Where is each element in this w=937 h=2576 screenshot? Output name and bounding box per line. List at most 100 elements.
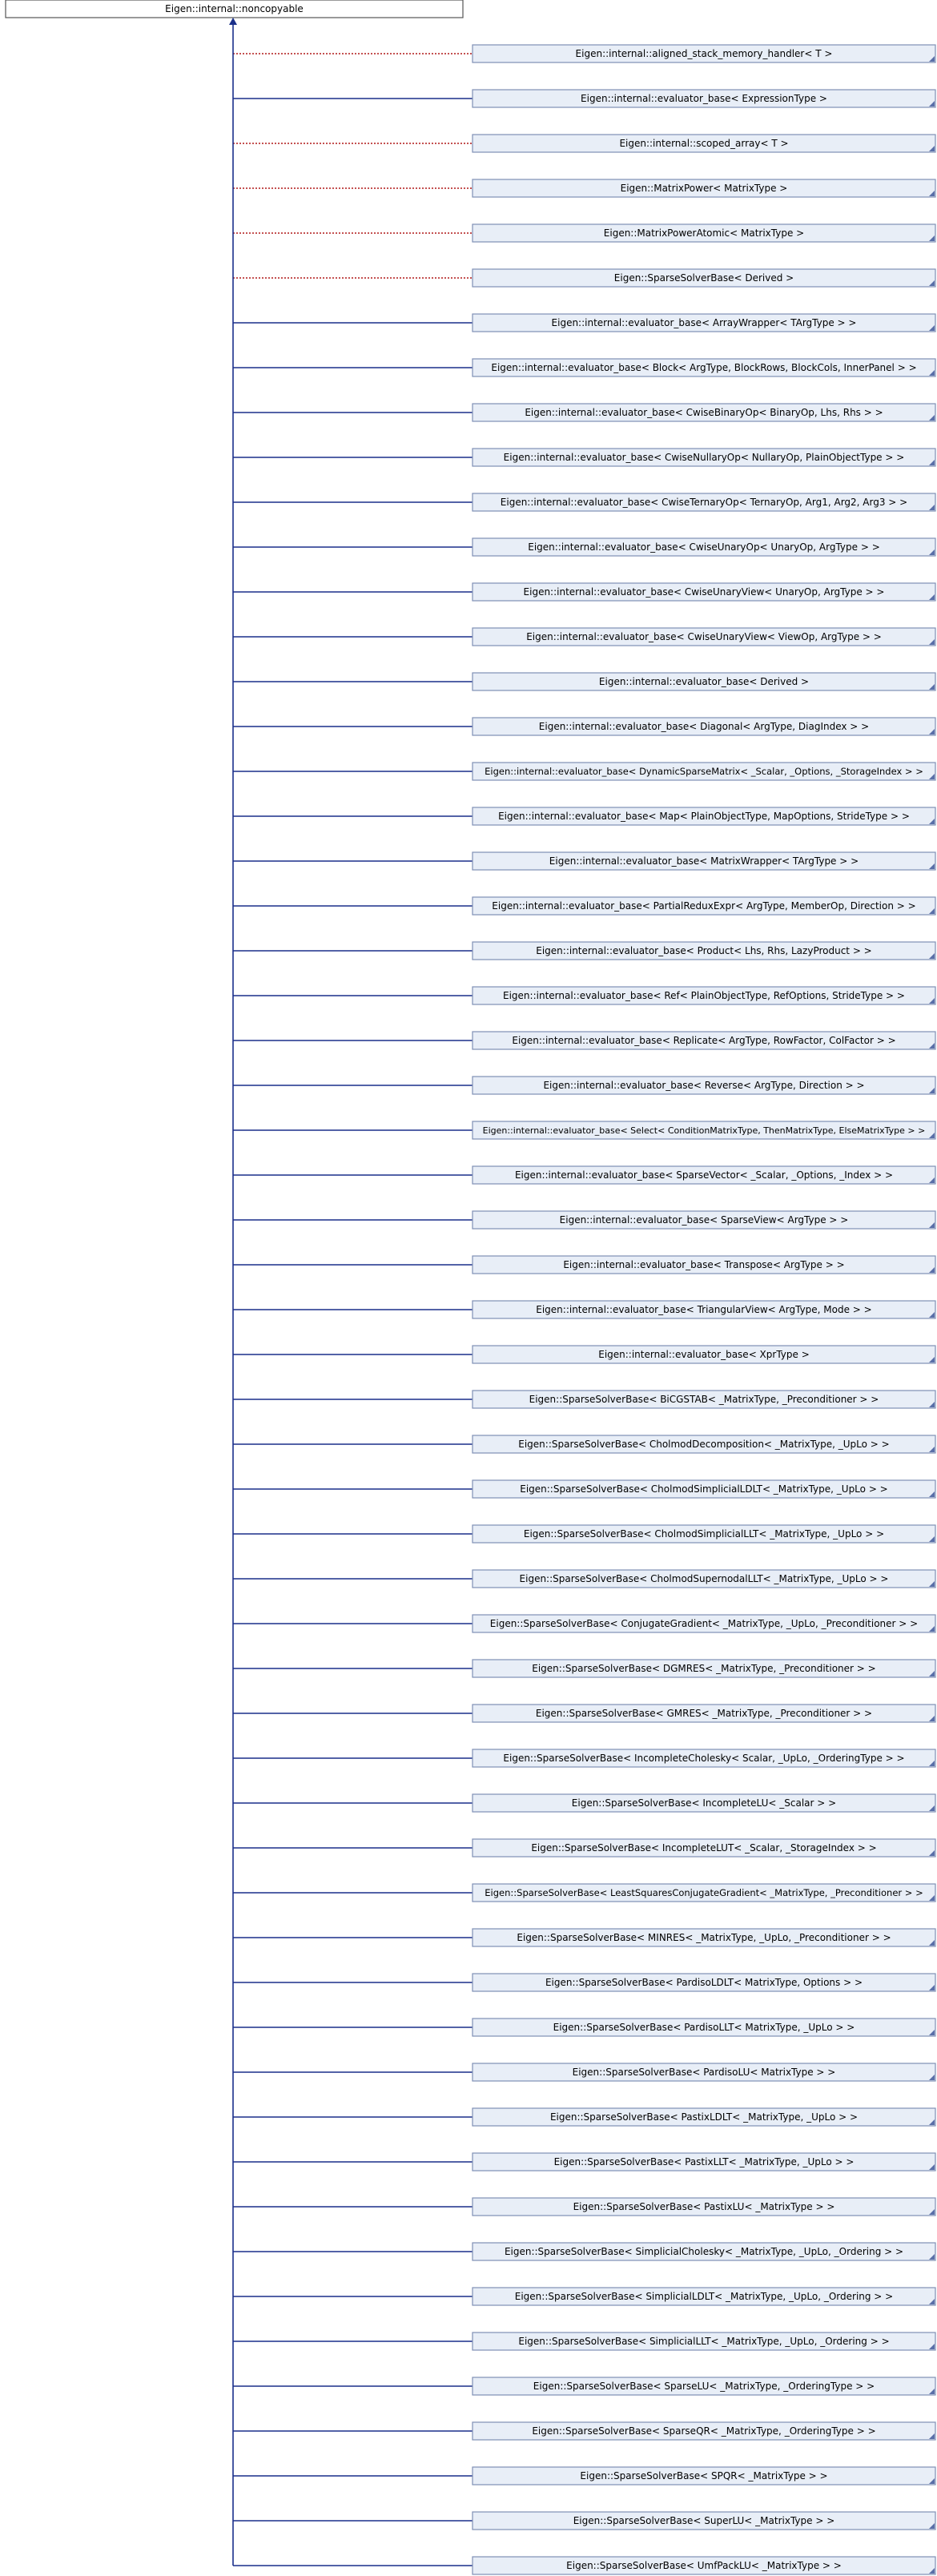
class-node-label: Eigen::internal::evaluator_base< Block< … [491, 362, 916, 373]
class-node[interactable]: Eigen::internal::evaluator_base< Replica… [472, 1031, 936, 1050]
class-node[interactable]: Eigen::internal::evaluator_base< Dynamic… [472, 762, 936, 781]
class-node-box [472, 672, 936, 691]
class-node[interactable]: Eigen::internal::evaluator_base< CwiseUn… [472, 537, 936, 557]
class-node[interactable]: Eigen::internal::evaluator_base< Ref< Pl… [472, 986, 936, 1005]
folded-corner-icon [929, 146, 935, 151]
class-node[interactable]: Eigen::internal::evaluator_base< CwiseUn… [472, 582, 936, 602]
class-node[interactable]: Eigen::SparseSolverBase< PardisoLLT< Mat… [472, 2018, 936, 2037]
class-node[interactable]: Eigen::SparseSolverBase< GMRES< _MatrixT… [472, 1704, 936, 1723]
class-node[interactable]: Eigen::internal::evaluator_base< CwiseUn… [472, 627, 936, 646]
class-node[interactable]: Eigen::SparseSolverBase< DGMRES< _Matrix… [472, 1659, 936, 1678]
class-node[interactable]: Eigen::SparseSolverBase< IncompleteLUT< … [472, 1838, 936, 1858]
class-node[interactable]: Eigen::internal::evaluator_base< Select<… [472, 1121, 936, 1140]
class-node[interactable]: Eigen::internal::evaluator_base< Product… [472, 941, 936, 960]
class-node[interactable]: Eigen::MatrixPower< MatrixType > [472, 179, 936, 198]
class-node[interactable]: Eigen::internal::evaluator_base< Diagona… [472, 717, 936, 736]
class-node[interactable]: Eigen::internal::evaluator_base< Partial… [472, 896, 936, 916]
class-node-label: Eigen::SparseSolverBase< PardisoLDLT< Ma… [545, 1977, 863, 1988]
class-node[interactable]: Eigen::internal::evaluator_base< XprType… [472, 1345, 936, 1364]
class-node[interactable]: Eigen::internal::scoped_array< T > [472, 134, 936, 153]
folded-corner-icon [929, 1895, 935, 1901]
class-node[interactable]: Eigen::SparseSolverBase< MINRES< _Matrix… [472, 1928, 936, 1947]
class-node[interactable]: Eigen::SparseSolverBase< SimplicialChole… [472, 2242, 936, 2261]
folded-corner-icon [929, 415, 935, 421]
class-node-label: Eigen::SparseSolverBase< CholmodDecompos… [518, 1439, 889, 1450]
class-node[interactable]: Eigen::internal::evaluator_base< Reverse… [472, 1076, 936, 1095]
class-node[interactable]: Eigen::SparseSolverBase< BiCGSTAB< _Matr… [472, 1390, 936, 1409]
class-node[interactable]: Eigen::SparseSolverBase< Derived > [472, 268, 936, 288]
class-node[interactable]: Eigen::internal::evaluator_base< Triangu… [472, 1300, 936, 1319]
class-node[interactable]: Eigen::SparseSolverBase< CholmodSupernod… [472, 1569, 936, 1588]
folded-corner-icon [929, 1177, 935, 1183]
class-node-box [472, 2287, 936, 2306]
folded-corner-icon [929, 1850, 935, 1856]
class-node[interactable]: Eigen::SparseSolverBase< PastixLU< _Matr… [472, 2197, 936, 2216]
class-node-box [472, 941, 936, 960]
root-node[interactable]: Eigen::internal::noncopyable [5, 0, 464, 18]
class-node-box [472, 851, 936, 871]
class-node[interactable]: Eigen::SparseSolverBase< PastixLDLT< _Ma… [472, 2107, 936, 2127]
class-node[interactable]: Eigen::internal::evaluator_base< SparseV… [472, 1165, 936, 1185]
class-node[interactable]: Eigen::internal::evaluator_base< Express… [472, 89, 936, 108]
class-node[interactable]: Eigen::SparseSolverBase< ConjugateGradie… [472, 1614, 936, 1633]
class-node-label: Eigen::internal::evaluator_base< Replica… [512, 1035, 895, 1046]
folded-corner-icon [929, 998, 935, 1004]
class-node[interactable]: Eigen::SparseSolverBase< PastixLLT< _Mat… [472, 2152, 936, 2171]
folded-corner-icon [929, 325, 935, 331]
class-node-label: Eigen::SparseSolverBase< GMRES< _MatrixT… [536, 1708, 872, 1719]
class-node[interactable]: Eigen::internal::evaluator_base< SparseV… [472, 1210, 936, 1230]
class-node[interactable]: Eigen::SparseSolverBase< IncompleteChole… [472, 1749, 936, 1768]
class-node[interactable]: Eigen::SparseSolverBase< PardisoLDLT< Ma… [472, 1973, 936, 1992]
class-node[interactable]: Eigen::SparseSolverBase< CholmodDecompos… [472, 1435, 936, 1454]
class-node-label: Eigen::internal::evaluator_base< Triangu… [536, 1304, 871, 1315]
class-node[interactable]: Eigen::SparseSolverBase< CholmodSimplici… [472, 1524, 936, 1544]
class-node[interactable]: Eigen::SparseSolverBase< SPQR< _MatrixTy… [472, 2466, 936, 2485]
folded-corner-icon [929, 460, 935, 465]
class-node-box [472, 2511, 936, 2530]
folded-corner-icon [929, 549, 935, 555]
class-node[interactable]: Eigen::internal::evaluator_base< ArrayWr… [472, 313, 936, 332]
class-node[interactable]: Eigen::SparseSolverBase< SuperLU< _Matri… [472, 2511, 936, 2530]
class-node-box [472, 1479, 936, 1499]
class-node-label: Eigen::internal::evaluator_base< XprType… [598, 1349, 810, 1360]
class-node[interactable]: Eigen::SparseSolverBase< SparseQR< _Matr… [472, 2421, 936, 2441]
folded-corner-icon [929, 1133, 935, 1138]
class-node[interactable]: Eigen::SparseSolverBase< IncompleteLU< _… [472, 1793, 936, 1813]
class-node-box [472, 448, 936, 467]
class-node-box [472, 2242, 936, 2261]
class-node-box [472, 1300, 936, 1319]
class-node-box [472, 2018, 936, 2037]
class-node-box [472, 807, 936, 826]
class-node[interactable]: Eigen::SparseSolverBase< PardisoLU< Matr… [472, 2063, 936, 2082]
arrow-head-icon [229, 18, 237, 25]
folded-corner-icon [929, 2568, 935, 2574]
class-node[interactable]: Eigen::SparseSolverBase< UmfPackLU< _Mat… [472, 2556, 936, 2575]
class-node-label: Eigen::internal::evaluator_base< Ref< Pl… [503, 990, 905, 1001]
nodes-layer: Eigen::internal::aligned_stack_memory_ha… [472, 44, 936, 2575]
class-node-label: Eigen::SparseSolverBase< MINRES< _Matrix… [517, 1932, 891, 1943]
class-node[interactable]: Eigen::internal::evaluator_base< Map< Pl… [472, 807, 936, 826]
class-node-box [472, 1255, 936, 1274]
class-node[interactable]: Eigen::internal::evaluator_base< Transpo… [472, 1255, 936, 1274]
class-node[interactable]: Eigen::internal::evaluator_base< Derived… [472, 672, 936, 691]
class-node[interactable]: Eigen::SparseSolverBase< SimplicialLDLT<… [472, 2287, 936, 2306]
class-node-box [472, 1435, 936, 1454]
class-node[interactable]: Eigen::internal::evaluator_base< MatrixW… [472, 851, 936, 871]
class-node[interactable]: Eigen::internal::evaluator_base< CwiseTe… [472, 493, 936, 512]
class-node-box [472, 89, 936, 108]
class-node[interactable]: Eigen::MatrixPowerAtomic< MatrixType > [472, 223, 936, 243]
folded-corner-icon [929, 819, 935, 824]
class-node[interactable]: Eigen::internal::evaluator_base< CwiseBi… [472, 403, 936, 422]
folded-corner-icon [929, 1940, 935, 1946]
class-node[interactable]: Eigen::SparseSolverBase< CholmodSimplici… [472, 1479, 936, 1499]
class-node[interactable]: Eigen::SparseSolverBase< LeastSquaresCon… [472, 1883, 936, 1902]
class-node-label: Eigen::MatrixPowerAtomic< MatrixType > [604, 227, 804, 239]
class-node[interactable]: Eigen::internal::evaluator_base< CwiseNu… [472, 448, 936, 467]
folded-corner-icon [929, 101, 935, 107]
class-node[interactable]: Eigen::SparseSolverBase< SparseLU< _Matr… [472, 2377, 936, 2396]
class-node[interactable]: Eigen::internal::aligned_stack_memory_ha… [472, 44, 936, 63]
class-node[interactable]: Eigen::internal::evaluator_base< Block< … [472, 358, 936, 377]
class-node[interactable]: Eigen::SparseSolverBase< SimplicialLLT< … [472, 2332, 936, 2351]
class-node-label: Eigen::internal::aligned_stack_memory_ha… [576, 48, 833, 59]
folded-corner-icon [929, 908, 935, 914]
